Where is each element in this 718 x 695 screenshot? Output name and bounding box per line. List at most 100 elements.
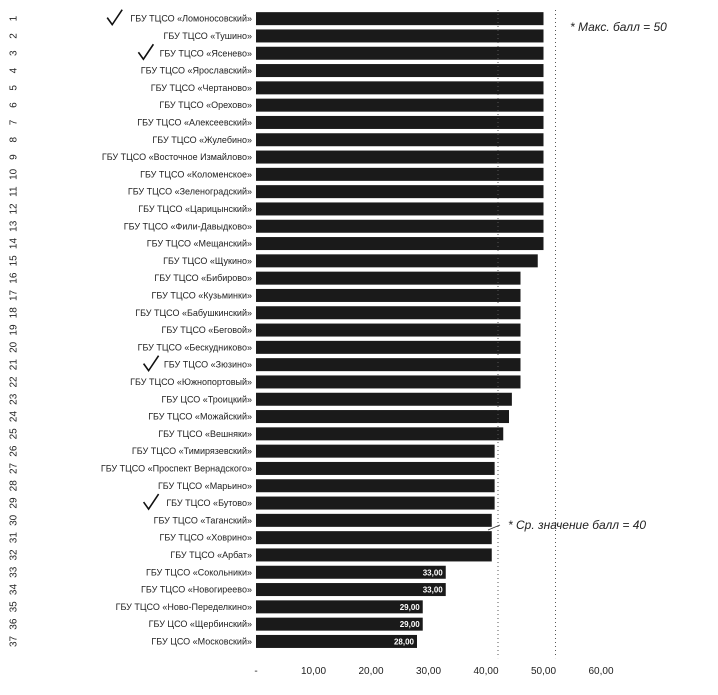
data-label: 29,00 [400, 603, 421, 612]
bar [256, 98, 544, 112]
rank-label: 23 [9, 393, 20, 405]
category-label: ГБУ ТЦСО «Восточное Измайлово» [102, 152, 252, 162]
category-label: ГБУ ТЦСО «Жулебино» [152, 135, 252, 145]
rank-label: 29 [9, 497, 20, 509]
category-label: ГБУ ТЦСО «Бибирово» [154, 273, 252, 283]
data-label: 33,00 [423, 568, 444, 577]
x-tick-label: - [254, 666, 257, 677]
category-label: ГБУ ТЦСО «Бабушкинский» [135, 308, 252, 318]
rank-label: 9 [9, 154, 20, 160]
category-label: ГБУ ТЦСО «Орехово» [159, 100, 252, 110]
rank-label: 16 [9, 272, 20, 284]
bar [256, 306, 521, 320]
bar [256, 12, 544, 26]
rank-label: 2 [9, 33, 20, 39]
rank-label: 5 [9, 85, 20, 91]
rank-label: 26 [9, 445, 20, 457]
check-mark-icon [142, 355, 160, 373]
check-mark-icon [106, 9, 123, 27]
bar [256, 167, 544, 181]
bar [256, 202, 544, 216]
category-label: ГБУ ТЦСО «Мещанский» [147, 239, 252, 249]
reference-lines [497, 10, 556, 659]
bar [256, 583, 446, 597]
rank-label: 27 [9, 462, 20, 474]
category-label: ГБУ ТЦСО «Бутово» [166, 498, 252, 508]
category-label: ГБУ ЦСО «Троицкий» [162, 394, 252, 404]
bar [256, 185, 544, 199]
rank-label: 7 [9, 119, 20, 125]
rank-label: 12 [9, 203, 20, 215]
bar [256, 600, 423, 614]
category-label: ГБУ ТЦСО «Кузьминки» [152, 290, 252, 300]
rank-label: 4 [9, 67, 20, 73]
x-tick-label: 20,00 [358, 666, 383, 677]
category-label: ГБУ ТЦСО «Тимирязевский» [132, 446, 252, 456]
category-label: ГБУ ТЦСО «Фили-Давыдково» [124, 221, 252, 231]
rank-labels: 1234567891011121314151617181920212223242… [9, 15, 20, 647]
bar [256, 496, 495, 510]
rank-label: 34 [9, 584, 20, 596]
bar [256, 219, 544, 233]
annotations: * Макс. балл = 50 * Ср. значение балл = 4… [487, 20, 667, 532]
annotation-note: * Ср. значение балл = 40 [508, 518, 646, 532]
x-tick-label: 30,00 [416, 666, 441, 677]
category-label: ГБУ ТЦСО «Коломенское» [140, 169, 252, 179]
rank-label: 37 [9, 635, 20, 647]
bar [256, 479, 495, 493]
rank-label: 13 [9, 220, 20, 232]
rank-label: 20 [9, 341, 20, 353]
bar [256, 358, 521, 372]
bar [256, 565, 446, 579]
rank-label: 21 [9, 359, 20, 371]
bar [256, 271, 521, 285]
rank-label: 18 [9, 307, 20, 319]
category-label: ГБУ ТЦСО «Ярославский» [141, 66, 252, 76]
rank-label: 30 [9, 514, 20, 526]
rank-label: 22 [9, 376, 20, 388]
rank-label: 32 [9, 549, 20, 561]
category-label: ГБУ ТЦСО «Вешняки» [158, 429, 252, 439]
x-tick-label: 40,00 [473, 666, 498, 677]
category-label: ГБУ ТЦСО «Ломоносовский» [130, 14, 252, 24]
rank-label: 15 [9, 255, 20, 267]
annotation-connector [487, 524, 501, 531]
category-label: ГБУ ТЦСО «Новогиреево» [141, 585, 252, 595]
category-label: ГБУ ТЦСО «Марьино» [158, 481, 252, 491]
rank-label: 1 [9, 15, 20, 21]
check-mark-icon [137, 43, 155, 61]
rank-label: 25 [9, 428, 20, 440]
x-tick-label: 60,00 [588, 666, 613, 677]
bar [256, 617, 423, 631]
bar [256, 29, 544, 43]
rank-label: 36 [9, 618, 20, 630]
bar [256, 444, 495, 458]
bar [256, 392, 512, 406]
bar [256, 548, 492, 562]
bar [256, 288, 521, 302]
category-label: ГБУ ТЦСО «Ясенево» [160, 48, 252, 58]
bar [256, 133, 544, 147]
bar [256, 427, 504, 441]
rank-label: 10 [9, 168, 20, 180]
category-label: ГБУ ТЦСО «Сокольники» [146, 567, 252, 577]
rank-label: 33 [9, 566, 20, 578]
bars [256, 12, 544, 648]
bar [256, 531, 492, 545]
category-label: ГБУ ТЦСО «Ново-Переделкино» [116, 602, 252, 612]
rank-label: 24 [9, 411, 20, 423]
rank-label: 35 [9, 601, 20, 613]
category-label: ГБУ ТЦСО «Щукино» [163, 256, 252, 266]
checkmarks [106, 9, 160, 511]
check-mark-icon [142, 493, 160, 511]
category-label: ГБУ ТЦСО «Можайский» [148, 412, 252, 422]
bar [256, 64, 544, 78]
rank-label: 19 [9, 324, 20, 336]
rank-label: 11 [9, 186, 20, 197]
bar [256, 461, 495, 475]
category-label: ГБУ ТЦСО «Тушино» [164, 31, 252, 41]
category-label: ГБУ ТЦСО «Южнопортовый» [130, 377, 252, 387]
x-tick-label: 10,00 [301, 666, 326, 677]
category-label: ГБУ ТЦСО «Чертаново» [151, 83, 252, 93]
